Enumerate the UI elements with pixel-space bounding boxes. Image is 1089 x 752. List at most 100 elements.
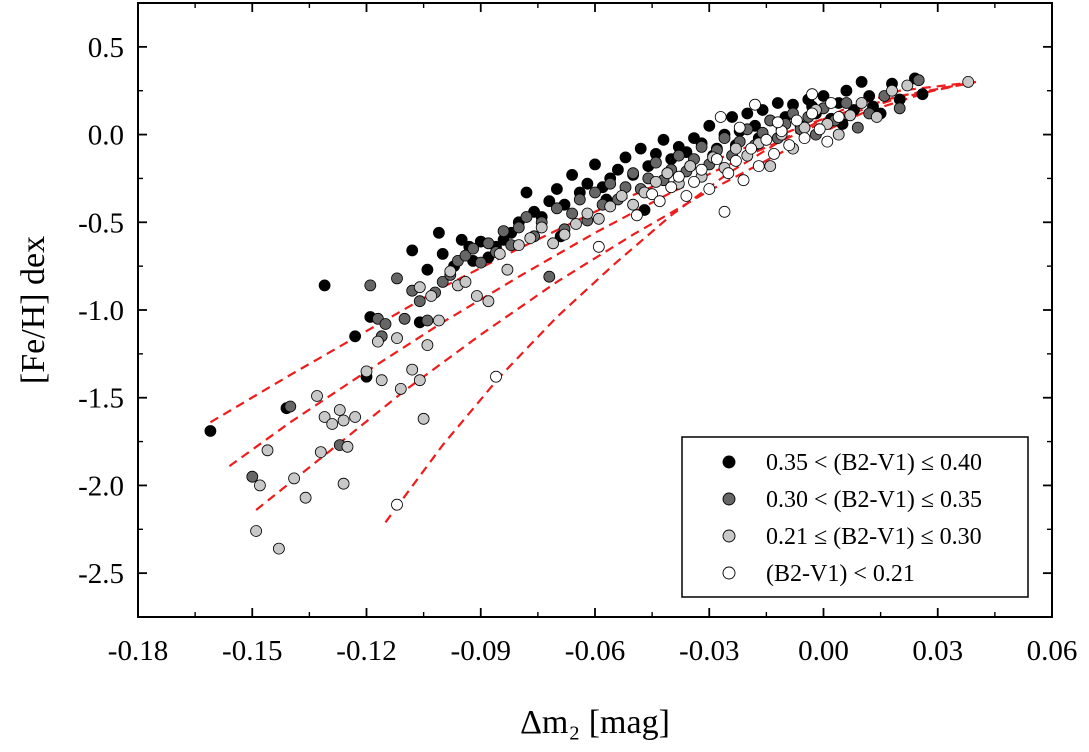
x-tick-label: -0.15 [222,635,282,667]
data-point-series-4 [703,183,716,195]
data-point-series-1 [612,163,624,176]
data-point-series-3 [333,404,346,416]
data-point-series-4 [745,142,757,155]
data-point-series-1 [863,90,876,102]
x-tick-label: -0.18 [108,635,168,667]
data-point-series-3 [425,290,438,302]
data-point-series-2 [398,312,411,325]
data-point-series-3 [406,363,419,376]
data-point-series-1 [432,226,445,239]
data-point-series-1 [855,76,868,88]
legend-label-3: 0.21 ≤ (B2-V1) ≤ 0.30 [766,524,982,550]
data-point-series-3 [592,212,605,225]
data-point-series-2 [512,221,525,234]
data-point-series-2 [497,225,510,238]
data-point-series-3 [314,446,327,459]
data-point-series-3 [832,128,845,141]
data-point-series-4 [760,133,773,146]
data-point-series-3 [962,76,975,88]
data-point-series-2 [573,193,586,206]
data-point-series-1 [421,263,434,276]
data-point-series-2 [467,242,480,255]
x-tick-label: -0.06 [565,635,625,667]
data-point-series-3 [311,390,323,402]
data-point-series-4 [672,170,685,183]
data-point-series-3 [394,382,407,395]
y-tick-label: -1.5 [78,383,124,415]
data-point-series-1 [840,84,853,97]
data-point-series-3 [413,281,426,294]
data-point-series-3 [524,232,537,245]
data-point-series-3 [684,160,697,173]
data-point-series-2 [589,186,601,199]
data-point-series-2 [718,132,731,145]
data-point-series-3 [558,228,571,241]
data-point-series-2 [246,470,259,483]
data-point-series-3 [581,207,594,220]
data-point-series-2 [520,211,533,223]
data-point-series-1 [551,183,563,195]
data-point-series-1 [204,425,217,437]
legend-label-4: (B2-V1) < 0.21 [766,561,915,587]
data-points [204,72,975,555]
data-point-series-3 [391,332,403,345]
data-point-series-2 [840,97,853,109]
data-point-series-3 [360,365,373,378]
data-point-series-1 [581,177,594,190]
x-tick-label: -0.12 [336,635,396,667]
data-point-series-4 [631,209,643,222]
data-point-series-4 [813,123,826,136]
x-tick-label: 0.00 [798,635,849,667]
data-point-series-2 [551,202,563,215]
data-point-series-2 [543,270,556,283]
fit-curve-3 [255,80,977,511]
data-point-series-4 [733,121,746,134]
data-point-series-3 [318,411,331,423]
y-tick-label: -1.0 [78,295,124,327]
data-point-series-4 [821,135,834,148]
data-point-series-3 [337,414,350,427]
legend-label-1: 0.35 < (B2-V1) ≤ 0.40 [766,450,982,476]
data-point-series-4 [790,114,803,127]
data-point-series-2 [627,167,639,180]
fit-curve-1 [209,80,977,424]
data-point-series-3 [844,109,857,122]
data-point-series-2 [851,121,864,134]
y-tick-label: 0.5 [88,32,124,64]
data-point-series-2 [284,400,297,413]
data-point-series-4 [783,139,796,152]
data-point-series-1 [741,107,754,120]
data-point-series-3 [337,477,350,490]
data-point-series-1 [657,133,670,146]
data-point-series-3 [375,374,388,387]
data-point-series-4 [718,205,731,218]
data-point-series-3 [604,200,617,213]
data-point-series-3 [250,525,263,537]
data-point-series-1 [406,244,419,257]
data-point-series-3 [535,221,548,234]
data-point-series-1 [817,90,830,102]
y-tick-label: -2.0 [78,470,124,502]
data-point-series-4 [771,116,784,129]
data-point-series-3 [272,542,285,555]
data-point-series-4 [730,154,742,167]
data-point-series-4 [722,167,735,180]
legend-box [681,436,1029,598]
data-point-series-2 [459,249,472,262]
data-point-series-3 [886,84,898,97]
data-point-series-3 [650,175,662,188]
data-point-series-4 [665,181,678,194]
x-tick-label: -0.03 [679,635,739,667]
axis-ticks: -0.18 -0.15 -0.12 -0.09 -0.06 -0.03 0.00 0.03 0.… [78,2,1077,667]
fit-curve-2 [228,80,977,467]
data-point-series-2 [893,102,906,115]
data-point-series-4 [391,498,403,511]
data-point-series-2 [604,177,617,190]
data-point-series-3 [855,97,868,109]
data-point-series-3 [870,111,883,123]
legend-marker-4 [722,566,736,580]
data-point-series-3 [444,265,457,278]
legend-marker-1 [722,455,736,469]
data-point-series-3 [901,79,914,92]
data-point-series-4 [825,97,837,109]
